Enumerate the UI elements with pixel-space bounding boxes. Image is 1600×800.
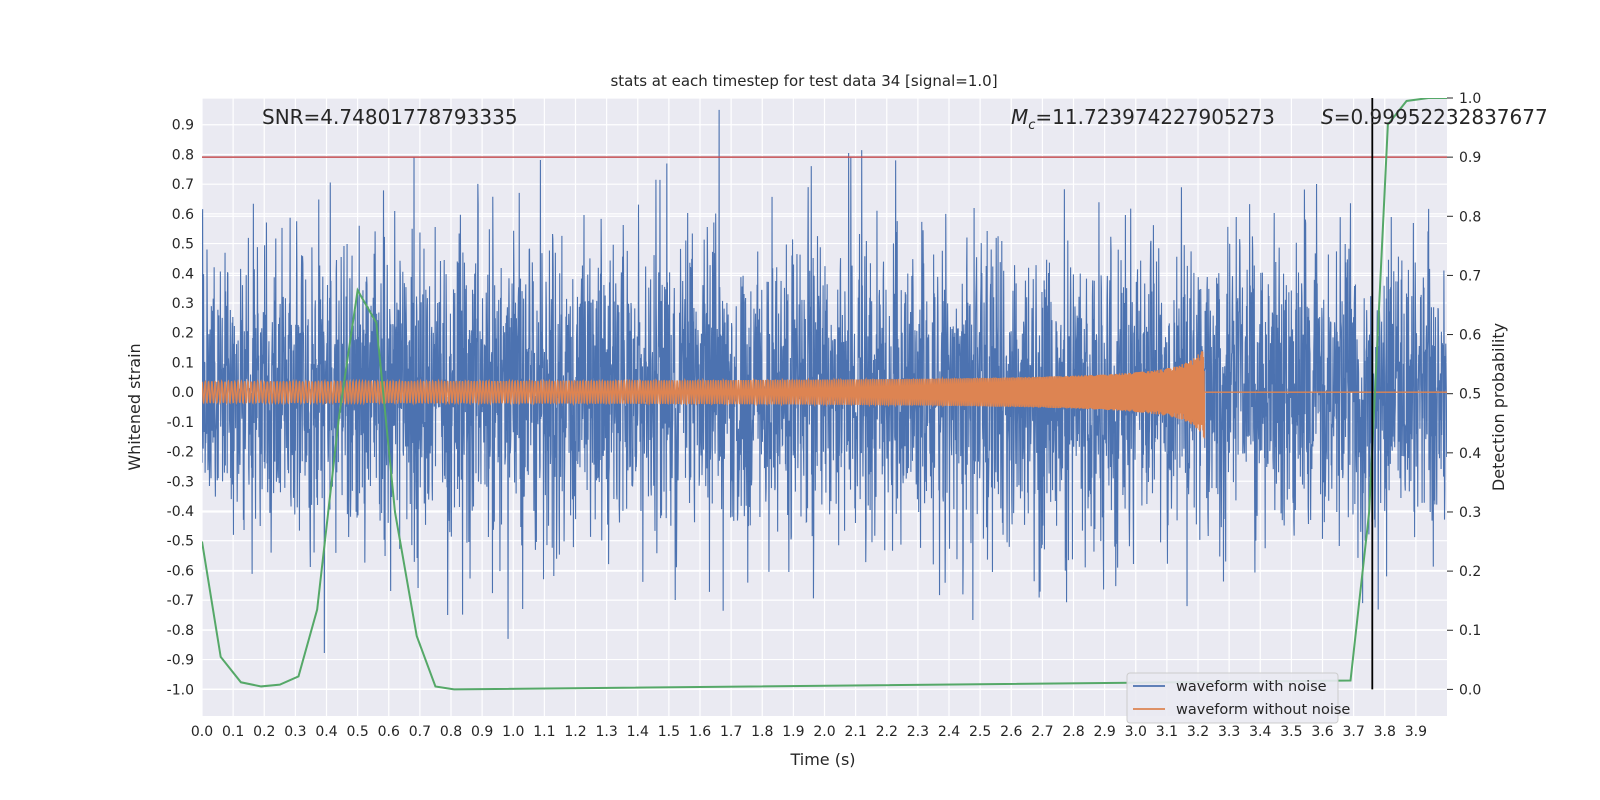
y-tick-label: -0.9 [167, 653, 194, 669]
x-tick-label: 0.8 [440, 724, 462, 740]
snr-annotation: SNR=4.74801778793335 [262, 105, 518, 129]
s-symbol: S [1321, 105, 1334, 129]
legend-label-clean: waveform without noise [1176, 702, 1350, 718]
mc-symbol: M [1011, 105, 1028, 129]
y-axis-label: Whitened strain [125, 343, 144, 470]
legend-label-noise: waveform with noise [1176, 679, 1327, 695]
x-tick-label: 3.9 [1405, 724, 1427, 740]
y-tick-label: 0.6 [172, 207, 194, 223]
x-tick-label: 2.9 [1093, 724, 1115, 740]
x-tick-label: 2.6 [1000, 724, 1022, 740]
x-tick-label: 2.8 [1062, 724, 1084, 740]
x-tick-label: 2.3 [907, 724, 929, 740]
x-tick-label: 1.7 [720, 724, 742, 740]
mc-annotation: Mc=11.723974227905273 [1011, 105, 1275, 133]
x-tick-label: 2.4 [938, 724, 960, 740]
mc-value: =11.723974227905273 [1035, 105, 1274, 129]
y-tick-label: 0.0 [172, 385, 194, 401]
y-tick-label: -0.1 [167, 415, 194, 431]
mc-subscript: c [1028, 118, 1035, 133]
y-tick-label: -0.8 [167, 623, 194, 639]
x-tick-label: 2.1 [844, 724, 866, 740]
x-tick-label: 0.6 [378, 724, 400, 740]
x-tick-label: 1.9 [782, 724, 804, 740]
y2-tick-label: 0.9 [1459, 150, 1481, 166]
y2-tick-label: 0.8 [1459, 209, 1481, 225]
y-tick-label: -0.3 [167, 474, 194, 490]
x-axis-ticks: 0.0 0.1 0.2 0.3 0.4 0.5 0.6 0.7 0.8 0.9 1.0 1.1 1.2 1… [191, 724, 1427, 740]
y-tick-label: -0.5 [167, 534, 194, 550]
y-axis-ticks: 0.9 0.8 0.7 0.6 0.5 0.4 0.3 0.2 0.1 0.0 -0.1 -0.2 -0… [167, 118, 194, 699]
series-waveform-without-noise [202, 350, 1447, 439]
x-tick-label: 0.1 [222, 724, 244, 740]
s-annotation: S=0.99952232837677 [1321, 105, 1548, 129]
y2-tick-label: 1.0 [1459, 91, 1481, 107]
y-tick-label: -0.6 [167, 563, 194, 579]
x-axis-label: Time (s) [789, 750, 855, 769]
x-tick-label: 3.0 [1125, 724, 1147, 740]
y-tick-label: 0.3 [172, 296, 194, 312]
x-tick-label: 3.1 [1156, 724, 1178, 740]
y2-axis-ticks: 1.0 0.9 0.8 0.7 0.6 0.5 0.4 0.3 0.2 0.1 0.0 [1447, 91, 1481, 698]
y-tick-label: 0.5 [172, 237, 194, 253]
s-value: =0.99952232837677 [1334, 105, 1548, 129]
legend-box [1126, 672, 1339, 724]
x-tick-label: 1.5 [658, 724, 680, 740]
x-tick-label: 0.4 [315, 724, 337, 740]
y2-tick-label: 0.3 [1459, 505, 1481, 521]
y2-tick-label: 0.4 [1459, 446, 1481, 462]
y-tick-label: 0.9 [172, 118, 194, 134]
x-tick-label: 3.7 [1342, 724, 1364, 740]
y2-tick-label: 0.2 [1459, 564, 1481, 580]
series-waveform-with-noise [202, 109, 1447, 654]
y-tick-label: 0.8 [172, 147, 194, 163]
legend: waveform with noise waveform without noi… [1126, 672, 1350, 724]
y-tick-label: 0.1 [172, 355, 194, 371]
x-tick-label: 1.2 [564, 724, 586, 740]
y2-tick-label: 0.5 [1459, 387, 1481, 403]
x-tick-label: 1.3 [595, 724, 617, 740]
x-tick-label: 1.6 [689, 724, 711, 740]
y-tick-label: -0.2 [167, 445, 194, 461]
y2-tick-label: 0.7 [1459, 268, 1481, 284]
y2-tick-label: 0.0 [1459, 682, 1481, 698]
y-tick-label: -0.7 [167, 593, 194, 609]
y2-tick-label: 0.1 [1459, 623, 1481, 639]
x-tick-label: 2.7 [1031, 724, 1053, 740]
y-tick-label: 0.4 [172, 266, 194, 282]
y-tick-label: -1.0 [167, 682, 194, 698]
x-tick-label: 1.4 [627, 724, 649, 740]
x-tick-label: 3.3 [1218, 724, 1240, 740]
x-tick-label: 3.5 [1280, 724, 1302, 740]
x-tick-label: 1.8 [751, 724, 773, 740]
x-tick-label: 0.0 [191, 724, 213, 740]
y-tick-label: 0.7 [172, 177, 194, 193]
series-detection-probability [202, 98, 1447, 691]
y2-axis-label: Detection probability [1489, 323, 1508, 491]
x-tick-label: 3.4 [1249, 724, 1271, 740]
x-tick-label: 2.5 [969, 724, 991, 740]
x-tick-label: 1.1 [533, 724, 555, 740]
y2-tick-label: 0.6 [1459, 328, 1481, 344]
chart-title: stats at each timestep for test data 34 … [610, 72, 997, 90]
y-tick-label: -0.4 [167, 504, 194, 520]
x-tick-label: 3.6 [1311, 724, 1333, 740]
x-tick-label: 0.3 [284, 724, 306, 740]
y-tick-label: 0.2 [172, 326, 194, 342]
x-tick-label: 2.0 [813, 724, 835, 740]
x-tick-label: 0.7 [409, 724, 431, 740]
x-tick-label: 0.2 [253, 724, 275, 740]
x-tick-label: 0.9 [471, 724, 493, 740]
x-tick-label: 1.0 [502, 724, 524, 740]
x-tick-label: 2.2 [876, 724, 898, 740]
x-tick-label: 0.5 [346, 724, 368, 740]
x-tick-label: 3.2 [1187, 724, 1209, 740]
x-tick-label: 3.8 [1374, 724, 1396, 740]
